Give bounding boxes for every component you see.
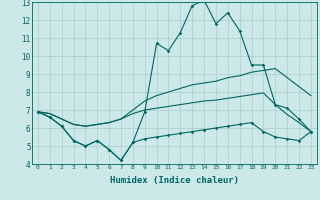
X-axis label: Humidex (Indice chaleur): Humidex (Indice chaleur) bbox=[110, 176, 239, 185]
